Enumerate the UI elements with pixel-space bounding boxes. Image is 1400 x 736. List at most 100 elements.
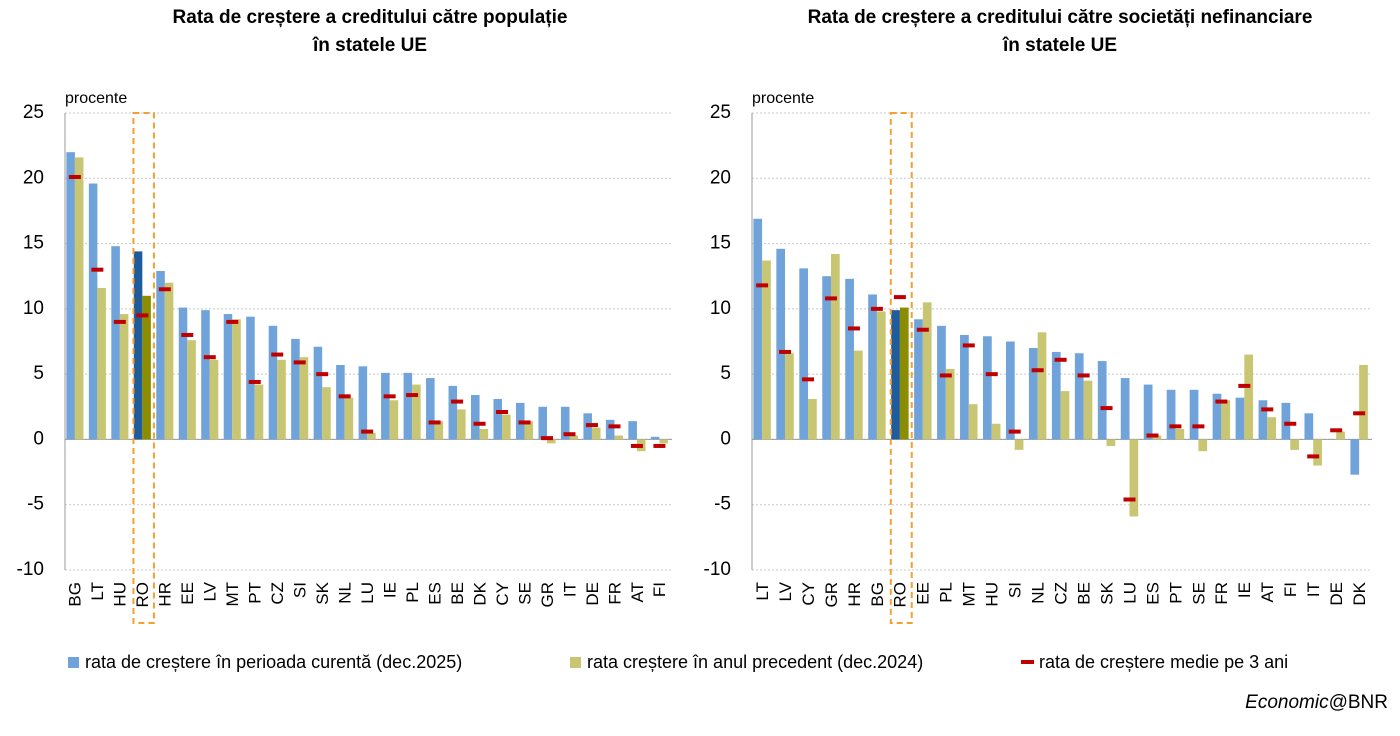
y-tick-label: 0 <box>33 428 44 449</box>
x-tick-label: DK <box>1350 581 1369 605</box>
x-tick-label: SE <box>515 582 534 605</box>
bar <box>156 270 165 440</box>
y-tick-label: 20 <box>23 167 44 188</box>
bar <box>1336 431 1345 440</box>
bar <box>547 439 556 444</box>
bar <box>605 419 615 440</box>
bar <box>776 248 786 440</box>
bar <box>1359 365 1368 440</box>
bar <box>336 365 345 440</box>
bar <box>448 385 458 440</box>
y-tick-label: -5 <box>27 494 44 515</box>
x-tick-label: PL <box>937 582 956 603</box>
legend-swatch <box>68 657 79 668</box>
x-tick-label: LV <box>776 581 795 601</box>
chart-title: Rata de creștere a creditului către popu… <box>173 7 568 28</box>
bar <box>389 400 399 440</box>
x-tick-label: DE <box>583 582 602 606</box>
bar <box>1060 391 1070 440</box>
x-tick-label: AT <box>628 582 647 602</box>
bar <box>299 357 309 440</box>
bar <box>88 183 98 440</box>
x-tick-label: HR <box>156 582 175 607</box>
bar <box>97 287 106 440</box>
bar <box>1267 417 1277 440</box>
bar <box>1014 439 1024 450</box>
x-tick-label: IT <box>1304 582 1323 597</box>
y-tick-label: 25 <box>710 102 731 123</box>
x-tick-label: PT <box>246 582 265 604</box>
y-tick-label: -10 <box>704 559 731 580</box>
bar <box>983 336 992 440</box>
x-tick-label: BG <box>66 582 85 607</box>
bar <box>178 307 188 440</box>
x-tick-label: BE <box>448 582 467 605</box>
bar <box>1221 400 1231 440</box>
source: Economic@BNR <box>1245 692 1388 713</box>
x-tick-label: BG <box>868 582 887 607</box>
bar <box>66 152 75 440</box>
bar <box>569 435 579 440</box>
bar <box>991 423 1001 440</box>
x-tick-label: BE <box>1074 582 1093 605</box>
bar <box>1120 378 1130 440</box>
bar <box>412 384 421 440</box>
bar <box>223 314 233 440</box>
bar <box>753 218 763 440</box>
bar <box>111 246 120 440</box>
bar <box>201 310 210 440</box>
x-tick-label: SK <box>1097 581 1116 604</box>
bar <box>254 384 264 440</box>
bar <box>914 319 923 440</box>
bar <box>1212 393 1222 440</box>
legend-label: rata creștere în anul precedent (dec.202… <box>587 652 923 672</box>
y-tick-label: -5 <box>714 494 731 515</box>
x-tick-label: FI <box>1281 582 1300 597</box>
y-tick-label: 0 <box>720 428 731 449</box>
y-tick-label: 25 <box>23 102 44 123</box>
x-tick-label: RO <box>133 582 152 608</box>
bar <box>876 311 886 440</box>
bar <box>1005 341 1015 440</box>
bar <box>246 316 255 440</box>
x-tick-label: ES <box>425 582 444 605</box>
x-tick-label: AT <box>1258 582 1277 602</box>
x-tick-label: PT <box>1166 582 1185 604</box>
y-axis-label: procente <box>65 90 127 107</box>
x-tick-label: CY <box>799 582 818 606</box>
x-tick-label: RO <box>891 582 910 608</box>
bar <box>1074 353 1084 440</box>
x-tick-label: SK <box>313 581 332 604</box>
bar <box>1281 402 1291 440</box>
x-tick-label: GR <box>538 582 557 608</box>
bar <box>945 368 955 440</box>
bar <box>591 427 601 440</box>
bar <box>502 414 511 440</box>
bar <box>367 432 376 440</box>
bar <box>457 409 466 440</box>
bar <box>1304 413 1314 440</box>
bar <box>560 406 570 440</box>
x-tick-label: HU <box>983 582 1002 607</box>
source-italic: Economic <box>1245 692 1329 713</box>
x-tick-label: SI <box>291 582 310 598</box>
bar <box>1166 389 1176 440</box>
bar <box>830 254 840 440</box>
bar <box>344 397 354 440</box>
x-tick-label: GR <box>822 582 841 608</box>
legend-label: rata de creștere în perioada curentă (de… <box>85 652 462 672</box>
x-tick-label: NL <box>336 582 355 604</box>
bar <box>403 372 413 440</box>
bar <box>74 157 84 440</box>
bar <box>471 395 480 440</box>
bar <box>868 294 877 440</box>
chart-title: în statele UE <box>1002 35 1117 56</box>
chart-title: în statele UE <box>312 35 427 56</box>
bar <box>1189 389 1199 440</box>
x-tick-label: FR <box>1212 582 1231 605</box>
y-axis-label: procente <box>752 90 814 107</box>
bar <box>164 282 174 440</box>
x-tick-label: HR <box>845 582 864 607</box>
source-text: @BNR <box>1329 692 1388 713</box>
x-tick-label: FR <box>605 582 624 605</box>
